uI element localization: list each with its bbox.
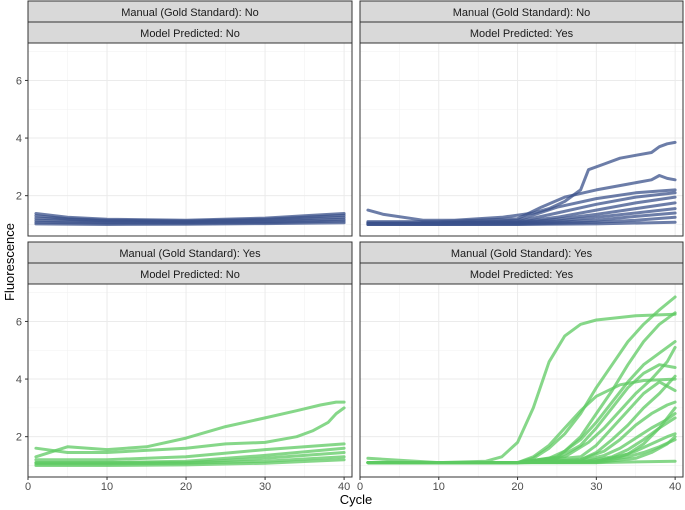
amplification-curve	[34, 442, 346, 462]
y-tick-label: 4	[16, 374, 22, 386]
plot-background	[28, 43, 352, 236]
y-tick-label: 2	[16, 191, 22, 203]
x-tick-label: 10	[433, 481, 445, 493]
y-axis-title: Fluorescence	[2, 223, 17, 301]
x-tick-label: 0	[25, 481, 31, 493]
facet-panel: Manual (Gold Standard): No Model Predicte…	[16, 0, 353, 237]
curve-group	[366, 295, 677, 465]
x-tick-label: 0	[357, 481, 363, 493]
x-tick-label: 40	[338, 481, 350, 493]
panel-border	[359, 42, 684, 237]
strip-label-model: Model Predicted: No	[140, 269, 240, 281]
amplification-curve	[34, 406, 346, 454]
y-tick-label: 2	[16, 432, 22, 444]
y-tick-label: 4	[16, 133, 22, 145]
panel-border	[27, 42, 353, 237]
plot-background	[28, 284, 352, 477]
x-tick-label: 20	[511, 481, 523, 493]
facet-panel: Manual (Gold Standard): No Model Predicte…	[359, 0, 684, 237]
strip-label-manual: Manual (Gold Standard): Yes	[451, 248, 593, 260]
strip-label-manual: Manual (Gold Standard): No	[121, 7, 259, 19]
facet-panels: Manual (Gold Standard): No Model Predicte…	[16, 0, 684, 493]
amplification-curve	[34, 458, 346, 467]
x-tick-label: 20	[180, 481, 192, 493]
facet-panel: Manual (Gold Standard): Yes Model Predict…	[16, 241, 353, 493]
panel-border	[27, 283, 353, 478]
x-tick-label: 30	[259, 481, 271, 493]
strip-label-model: Model Predicted: No	[140, 28, 240, 40]
y-tick-label: 6	[16, 75, 22, 87]
strip-label-model: Model Predicted: Yes	[470, 28, 574, 40]
curve-group	[366, 140, 677, 226]
curve-group	[34, 212, 346, 226]
plot-background	[360, 43, 683, 236]
facet-panel: Manual (Gold Standard): Yes Model Predict…	[357, 241, 684, 493]
amplification-curve	[366, 459, 677, 465]
amplification-curve	[366, 220, 677, 226]
amplification-curve	[34, 400, 346, 459]
strip-label-model: Model Predicted: Yes	[470, 269, 574, 281]
y-tick-label: 6	[16, 316, 22, 328]
strip-label-manual: Manual (Gold Standard): No	[453, 7, 591, 19]
x-tick-label: 30	[590, 481, 602, 493]
panel-border	[359, 283, 684, 478]
amplification-curve	[34, 221, 346, 226]
strip-label-manual: Manual (Gold Standard): Yes	[119, 248, 261, 260]
x-axis-title: Cycle	[340, 492, 373, 507]
x-tick-label: 10	[101, 481, 113, 493]
curve-group	[34, 400, 346, 467]
x-tick-label: 40	[669, 481, 681, 493]
